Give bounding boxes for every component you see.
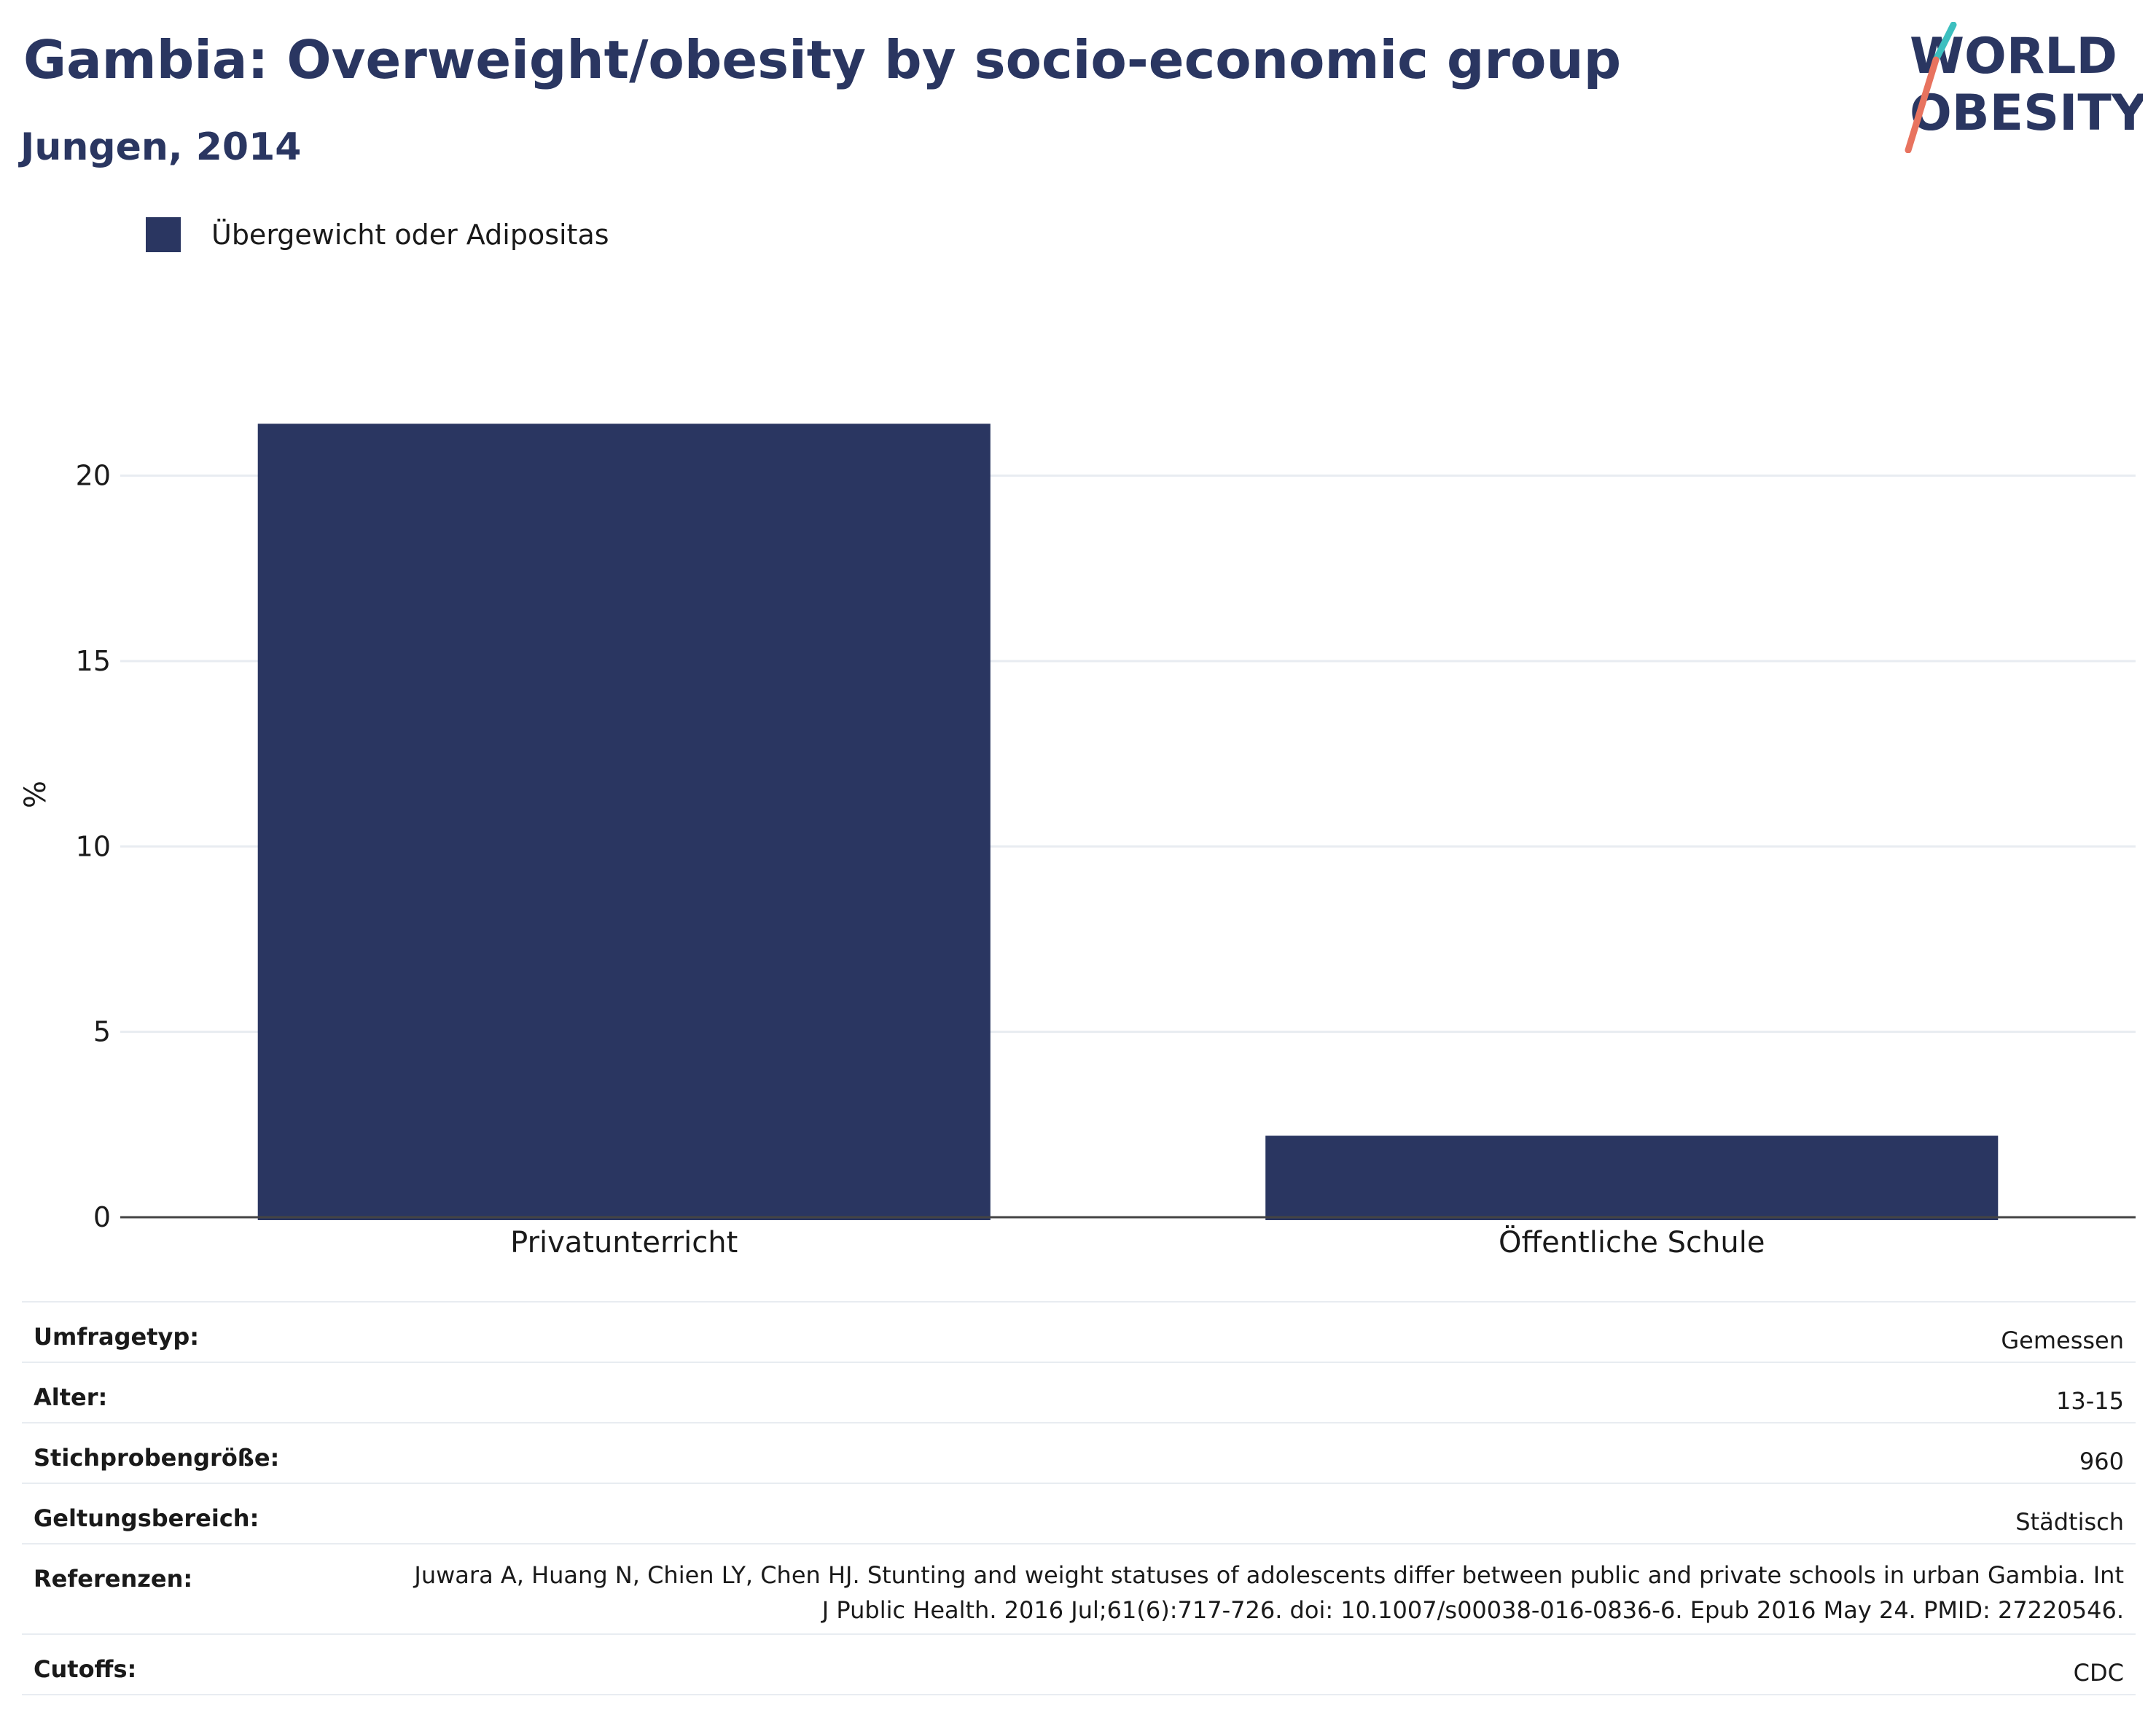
y-tick-label: 15 [76,645,111,677]
y-axis-label: % [19,781,52,808]
info-value: 960 [2079,1448,2124,1475]
info-value: Gemessen [2001,1327,2124,1354]
info-row: Stichprobengröße: 960 [22,1423,2136,1484]
info-key: Stichprobengröße: [34,1444,280,1472]
info-key: Geltungsbereich: [34,1504,259,1532]
info-row: Referenzen: Juwara A, Huang N, Chien LY, … [22,1544,2136,1635]
info-row: Umfragetyp: Gemessen [22,1303,2136,1363]
y-tick-label: 10 [76,830,111,862]
chart-subtitle: Jungen, 2014 [20,125,302,169]
info-value: Juwara A, Huang N, Chien LY, Chen HJ. St… [414,1561,2124,1624]
info-row: Cutoffs: CDC [22,1635,2136,1695]
svg-text:OBESITY: OBESITY [1910,85,2143,142]
info-value: 13-15 [2056,1387,2124,1415]
bar[interactable] [257,423,991,1220]
info-key: Alter: [34,1383,108,1411]
info-key: Cutoffs: [34,1655,137,1683]
y-tick-label: 5 [93,1016,111,1048]
y-tick-label: 20 [76,460,111,492]
bar[interactable] [1265,1136,1999,1220]
info-value: Städtisch [2015,1508,2124,1536]
x-tick-label: Öffentliche Schule [1499,1225,1765,1260]
y-tick-label: 0 [93,1201,111,1233]
legend-swatch [146,217,181,252]
info-key: Umfragetyp: [34,1323,200,1351]
chart-title: Gambia: Overweight/obesity by socio-econ… [23,29,1622,90]
legend: Übergewicht oder Adipositas [146,217,609,252]
legend-label: Übergewicht oder Adipositas [211,219,609,251]
info-row: Alter: 13-15 [22,1363,2136,1423]
world-obesity-logo: WORLD OBESITY [1905,22,2143,153]
info-key: Referenzen: [34,1565,193,1593]
info-table: Umfragetyp: Gemessen Alter: 13-15 Stichprobe… [22,1301,2136,1695]
info-value: CDC [2073,1659,2124,1687]
info-row: Geltungsbereich: Städtisch [22,1484,2136,1544]
bar-chart: 0 5 10 15 20 Privatunterricht Öffentliche Sch… [19,423,2136,1260]
x-tick-label: Privatunterricht [510,1226,738,1260]
